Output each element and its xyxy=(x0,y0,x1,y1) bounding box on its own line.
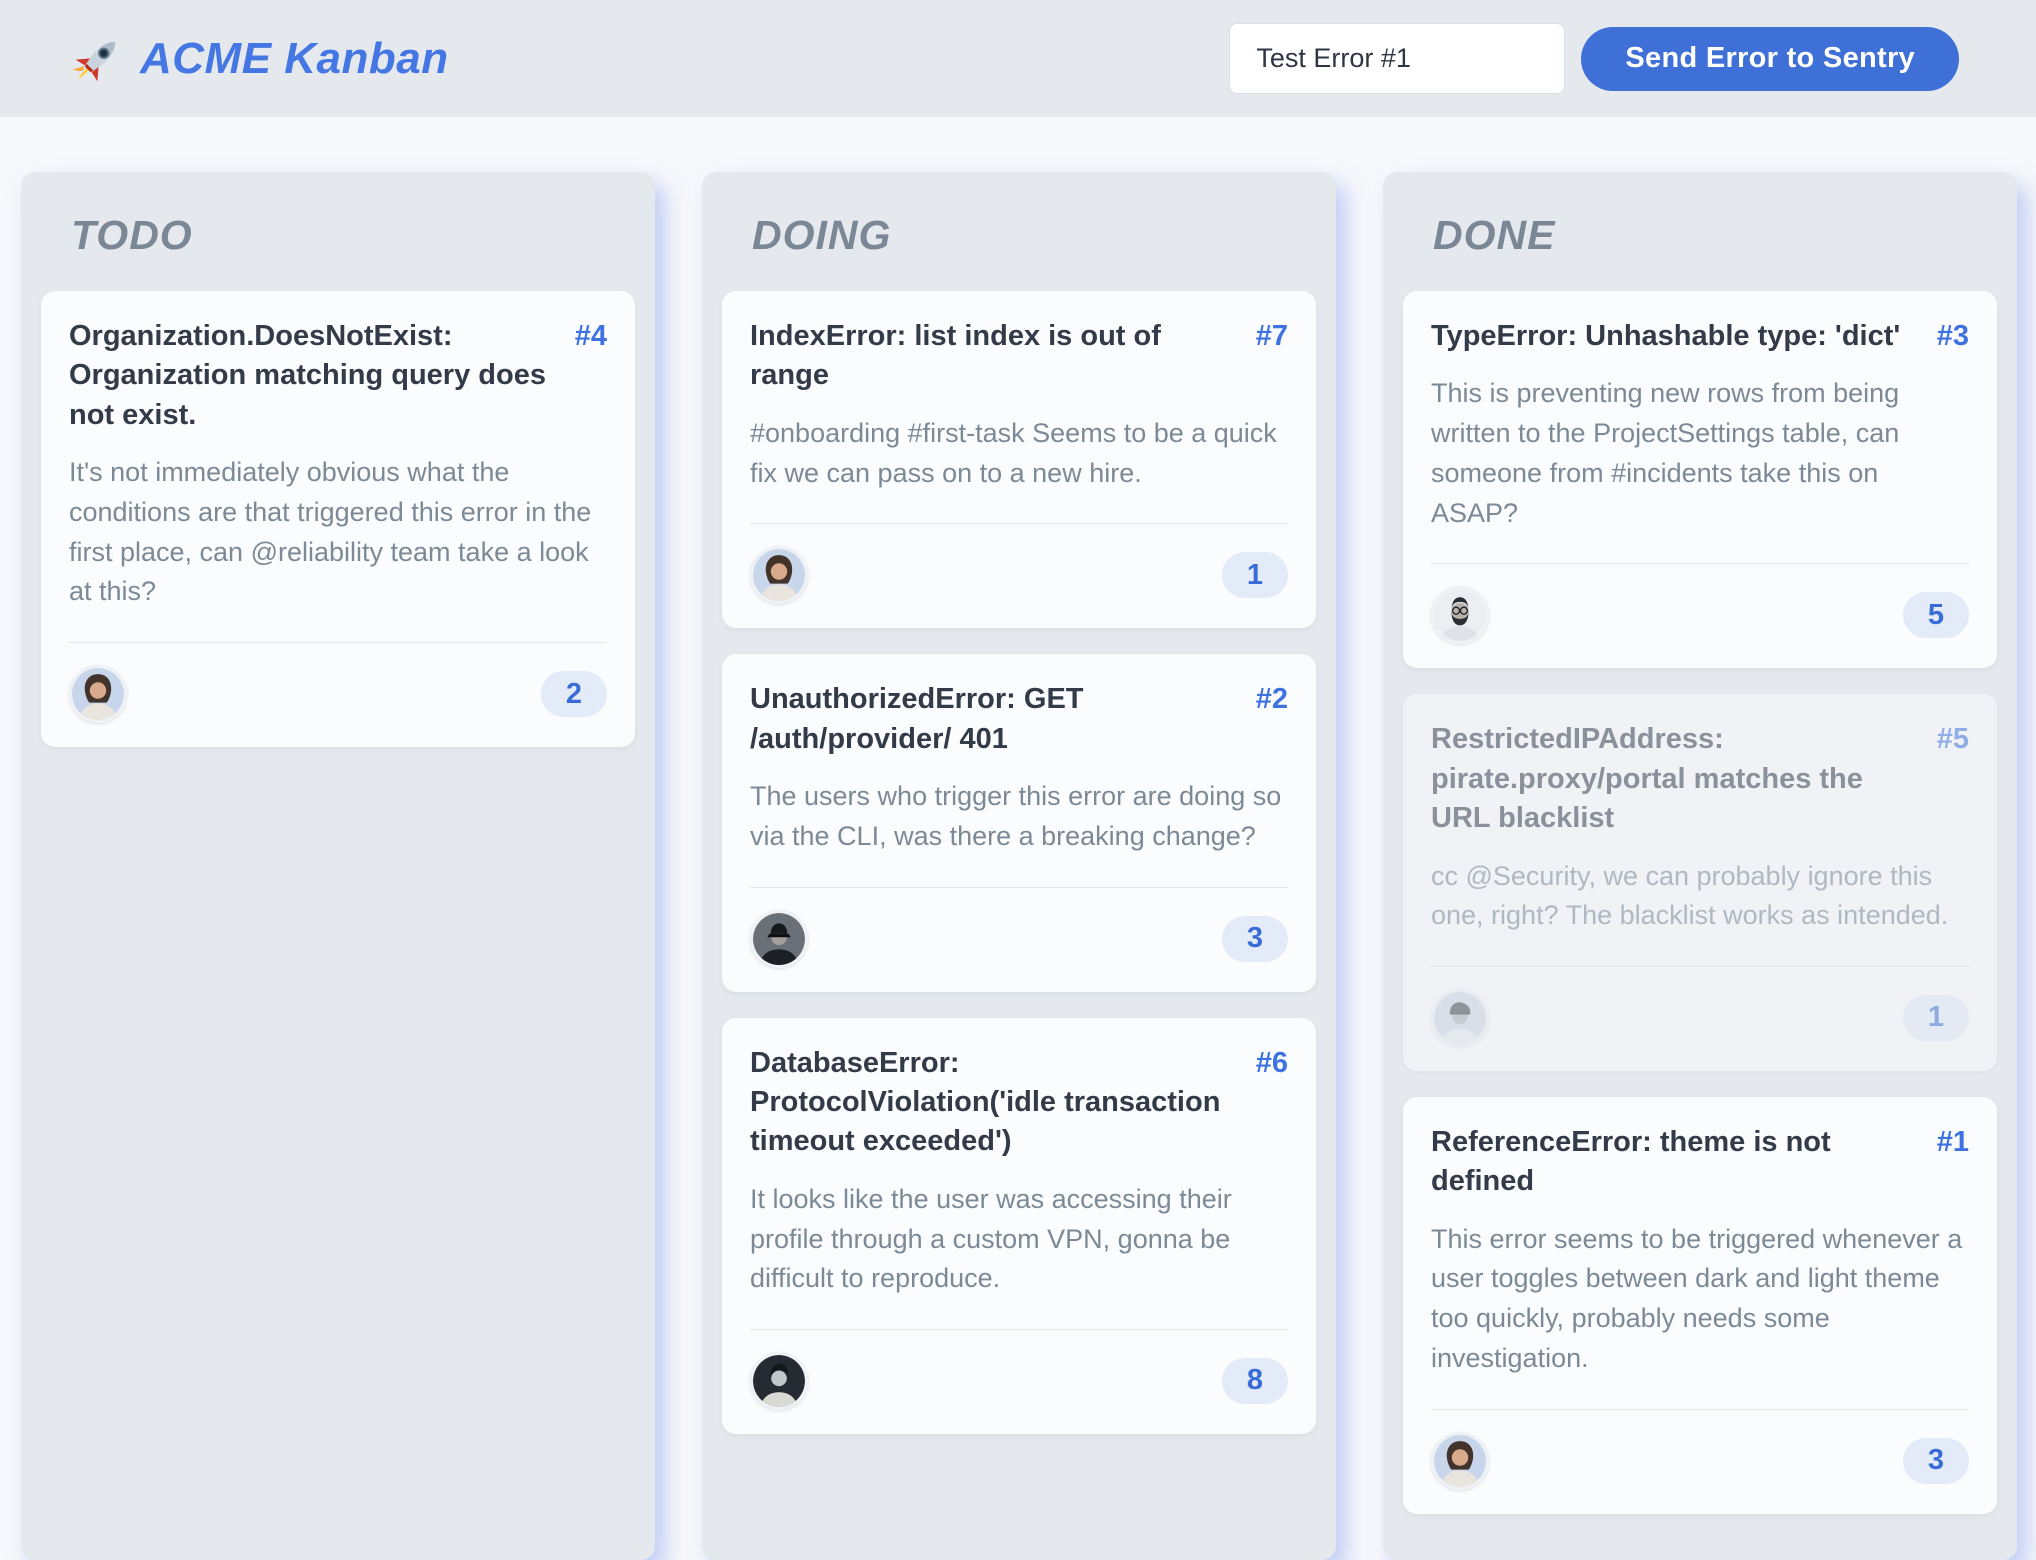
assignee-avatar-man-beard-glasses xyxy=(1431,586,1489,645)
card-title: TypeError: Unhashable type: 'dict' xyxy=(1431,320,1901,352)
kanban-card[interactable]: TypeError: Unhashable type: 'dict' #3 Th… xyxy=(1403,291,1997,669)
app-logo: ACME Kanban xyxy=(72,33,449,85)
column-title-todo: TODO xyxy=(71,212,193,258)
card-divider xyxy=(1431,1408,1969,1410)
assignee-avatar-woman xyxy=(69,665,127,724)
comment-count-badge: 5 xyxy=(1903,592,1969,639)
card-header: TypeError: Unhashable type: 'dict' #3 xyxy=(1431,317,1969,356)
card-footer: 8 xyxy=(750,1351,1288,1410)
card-title: ReferenceError: theme is not defined xyxy=(1431,1125,1831,1198)
header-actions: Send Error to Sentry xyxy=(1229,23,1959,94)
card-header: ReferenceError: theme is not defined #1 xyxy=(1431,1123,1969,1202)
send-error-to-sentry-button[interactable]: Send Error to Sentry xyxy=(1581,26,1959,91)
issue-number: #1 xyxy=(1936,1125,1969,1158)
card-footer: 1 xyxy=(750,546,1288,605)
column-title-done: DONE xyxy=(1433,212,1556,258)
issue-number: #7 xyxy=(1255,320,1288,352)
card-description: This error seems to be triggered wheneve… xyxy=(1431,1223,1963,1373)
card-divider xyxy=(750,523,1288,525)
card-description: #onboarding #first-task Seems to be a qu… xyxy=(750,417,1277,488)
card-description: The users who trigger this error are doi… xyxy=(750,781,1282,851)
comment-count-badge: 8 xyxy=(1222,1357,1288,1404)
kanban-column-done: DONE TypeError: Unhashable type: 'dict' … xyxy=(1383,172,2017,1560)
card-title: UnauthorizedError: GET /auth/provider/ 4… xyxy=(750,683,1084,755)
card-title: RestrictedIPAddress: pirate.proxy/portal… xyxy=(1431,723,1863,835)
issue-number: #6 xyxy=(1255,1046,1288,1079)
app-title: ACME Kanban xyxy=(140,33,449,83)
card-footer: 3 xyxy=(1431,1431,1969,1490)
error-name-input[interactable] xyxy=(1229,23,1566,94)
kanban-column-doing: DOING IndexError: list index is out of r… xyxy=(702,172,1336,1560)
card-title: DatabaseError: ProtocolViolation('idle t… xyxy=(750,1046,1221,1158)
card-footer: 5 xyxy=(1431,586,1969,645)
app-header: ACME Kanban Send Error to Sentry xyxy=(0,0,2036,117)
card-divider xyxy=(69,642,607,644)
kanban-card[interactable]: UnauthorizedError: GET /auth/provider/ 4… xyxy=(722,654,1316,992)
assignee-avatar-man-portrait xyxy=(750,1351,808,1410)
card-divider xyxy=(750,1328,1288,1330)
card-divider xyxy=(1431,563,1969,565)
assignee-avatar-man-flat-cap xyxy=(1431,988,1489,1047)
kanban-card[interactable]: Organization.DoesNotExist: Organization … xyxy=(41,291,635,748)
card-title: IndexError: list index is out of range xyxy=(750,320,1161,392)
assignee-avatar-woman xyxy=(1431,1431,1489,1490)
column-title-doing: DOING xyxy=(752,212,892,258)
card-header: Organization.DoesNotExist: Organization … xyxy=(69,317,607,435)
card-description: cc @Security, we can probably ignore thi… xyxy=(1431,860,1949,931)
card-header: IndexError: list index is out of range #… xyxy=(750,317,1288,396)
comment-count-badge: 1 xyxy=(1222,552,1288,599)
card-description: This is preventing new rows from being w… xyxy=(1431,378,1900,528)
kanban-card[interactable]: IndexError: list index is out of range #… xyxy=(722,291,1316,629)
issue-number: #3 xyxy=(1936,320,1969,352)
comment-count-badge: 1 xyxy=(1903,994,1969,1041)
card-footer: 2 xyxy=(69,665,607,724)
kanban-card[interactable]: DatabaseError: ProtocolViolation('idle t… xyxy=(722,1017,1316,1434)
card-divider xyxy=(1431,965,1969,967)
kanban-card-faded[interactable]: RestrictedIPAddress: pirate.proxy/portal… xyxy=(1403,694,1997,1071)
card-footer: 3 xyxy=(750,909,1288,968)
card-description: It's not immediately obvious what the co… xyxy=(69,457,592,607)
card-header: DatabaseError: ProtocolViolation('idle t… xyxy=(750,1044,1288,1162)
comment-count-badge: 2 xyxy=(541,671,607,718)
kanban-board: TODO Organization.DoesNotExist: Organiza… xyxy=(0,117,2036,1560)
comment-count-badge: 3 xyxy=(1903,1437,1969,1484)
issue-number: #4 xyxy=(574,320,607,352)
assignee-avatar-woman xyxy=(750,546,808,605)
card-description: It looks like the user was accessing the… xyxy=(750,1183,1232,1294)
card-divider xyxy=(750,886,1288,888)
card-header: RestrictedIPAddress: pirate.proxy/portal… xyxy=(1431,720,1969,838)
kanban-card[interactable]: ReferenceError: theme is not defined #1 … xyxy=(1403,1096,1997,1514)
issue-number: #2 xyxy=(1255,683,1288,716)
card-title: Organization.DoesNotExist: Organization … xyxy=(69,320,546,431)
rocket-icon xyxy=(72,33,124,85)
comment-count-badge: 3 xyxy=(1222,915,1288,962)
issue-number: #5 xyxy=(1936,723,1969,756)
card-header: UnauthorizedError: GET /auth/provider/ 4… xyxy=(750,680,1288,759)
kanban-column-todo: TODO Organization.DoesNotExist: Organiza… xyxy=(21,172,655,1560)
assignee-avatar-man-baseball-cap xyxy=(750,909,808,968)
card-footer: 1 xyxy=(1431,988,1969,1047)
